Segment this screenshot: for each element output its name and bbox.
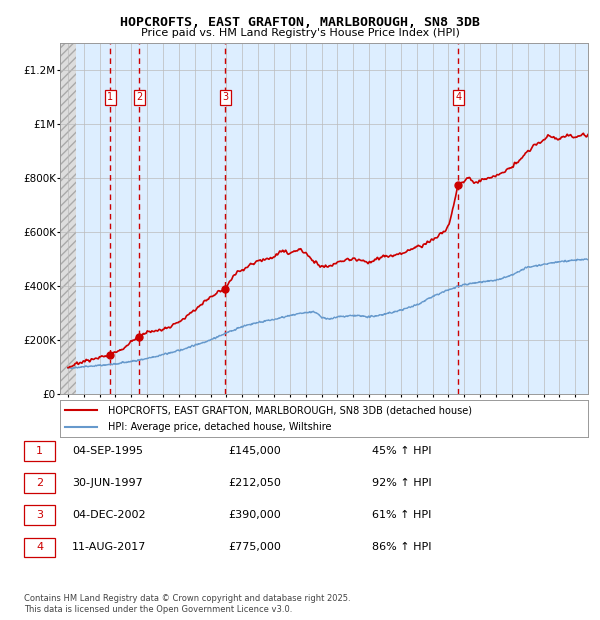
Text: Price paid vs. HM Land Registry's House Price Index (HPI): Price paid vs. HM Land Registry's House … (140, 28, 460, 38)
Bar (60, 43, 76, 394)
Text: £390,000: £390,000 (228, 510, 281, 520)
Text: 2: 2 (36, 478, 43, 488)
Text: HOPCROFTS, EAST GRAFTON, MARLBOROUGH, SN8 3DB: HOPCROFTS, EAST GRAFTON, MARLBOROUGH, SN… (120, 16, 480, 29)
Text: 61% ↑ HPI: 61% ↑ HPI (372, 510, 431, 520)
Text: 04-SEP-1995: 04-SEP-1995 (72, 446, 143, 456)
Text: HPI: Average price, detached house, Wiltshire: HPI: Average price, detached house, Wilt… (107, 422, 331, 432)
Text: 92% ↑ HPI: 92% ↑ HPI (372, 478, 431, 488)
Text: 2: 2 (136, 92, 142, 102)
Text: £145,000: £145,000 (228, 446, 281, 456)
Text: 4: 4 (36, 542, 43, 552)
Text: 3: 3 (36, 510, 43, 520)
Text: 11-AUG-2017: 11-AUG-2017 (72, 542, 146, 552)
Text: Contains HM Land Registry data © Crown copyright and database right 2025.
This d: Contains HM Land Registry data © Crown c… (24, 595, 350, 614)
Text: 1: 1 (107, 92, 113, 102)
Text: 3: 3 (222, 92, 228, 102)
Text: 4: 4 (455, 92, 461, 102)
Text: 30-JUN-1997: 30-JUN-1997 (72, 478, 143, 488)
Text: £775,000: £775,000 (228, 542, 281, 552)
Text: 86% ↑ HPI: 86% ↑ HPI (372, 542, 431, 552)
Text: 1: 1 (36, 446, 43, 456)
Text: 04-DEC-2002: 04-DEC-2002 (72, 510, 146, 520)
Text: £212,050: £212,050 (228, 478, 281, 488)
Text: HOPCROFTS, EAST GRAFTON, MARLBOROUGH, SN8 3DB (detached house): HOPCROFTS, EAST GRAFTON, MARLBOROUGH, SN… (107, 405, 472, 415)
Text: 45% ↑ HPI: 45% ↑ HPI (372, 446, 431, 456)
